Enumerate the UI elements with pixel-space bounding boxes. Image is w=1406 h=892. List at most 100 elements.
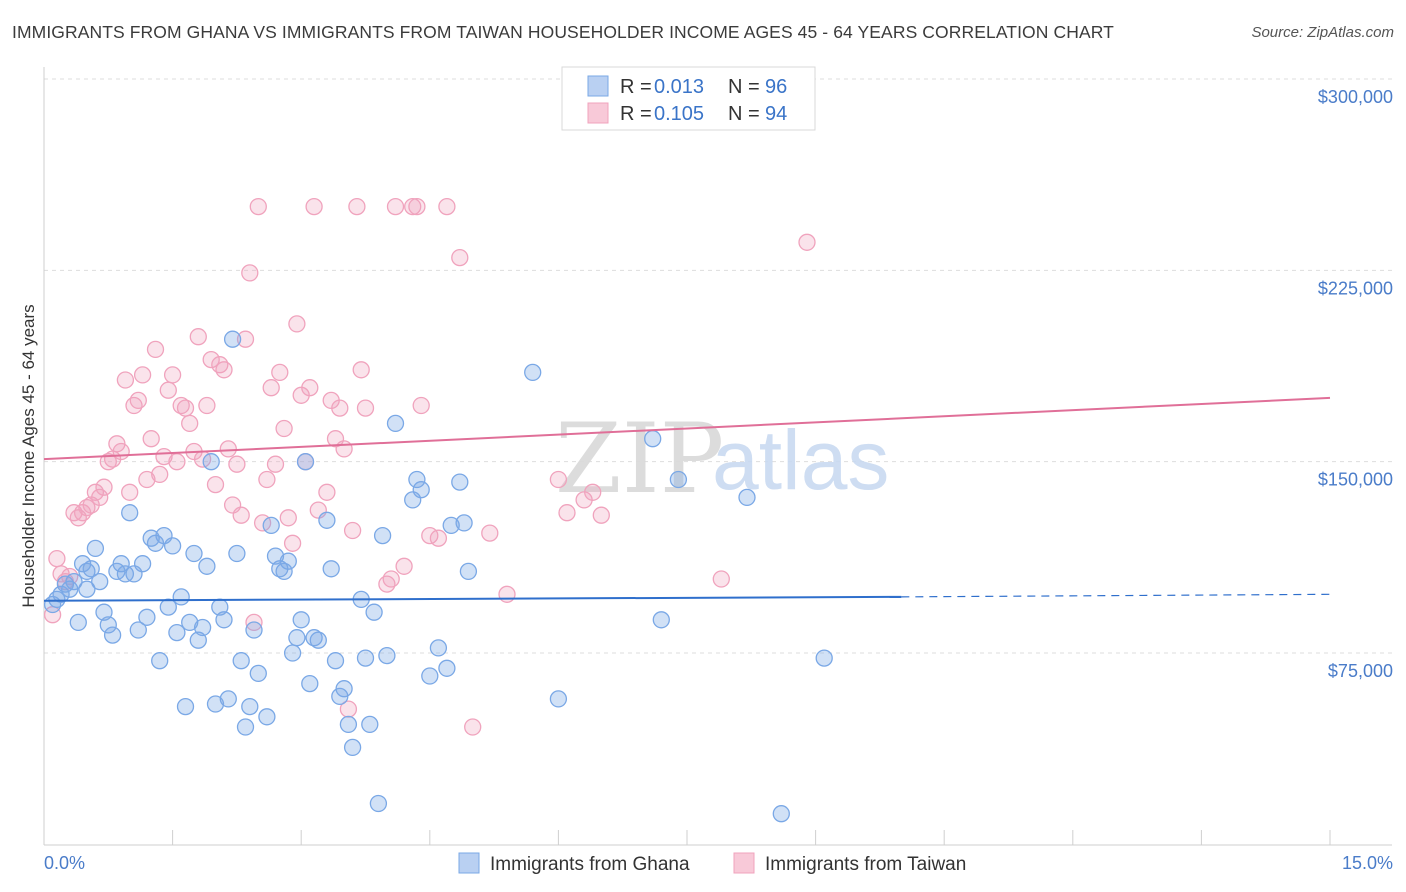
- ghana-point: [176, 697, 195, 716]
- ghana-point: [185, 544, 203, 563]
- ghana-point: [652, 611, 670, 629]
- taiwan-point: [592, 506, 610, 524]
- ghana-point: [335, 680, 353, 698]
- ghana-point: [365, 603, 383, 621]
- taiwan-point: [429, 529, 448, 547]
- bottom-legend: Immigrants from Ghana Immigrants from Ta…: [458, 852, 966, 875]
- legend-taiwan-n-label: N =: [728, 103, 760, 125]
- x-tick-label-min: 0.0%: [44, 853, 85, 873]
- ghana-trend-line-projection: [901, 593, 1331, 598]
- ghana-point: [52, 585, 70, 603]
- ghana-point: [292, 611, 310, 629]
- ghana-point: [249, 664, 267, 683]
- taiwan-point: [408, 197, 426, 216]
- taiwan-point: [142, 430, 160, 448]
- ghana-point: [279, 552, 297, 570]
- y-axis-label: Householder Income Ages 45 - 64 years: [19, 304, 38, 607]
- chart-title: IMMIGRANTS FROM GHANA VS IMMIGRANTS FROM…: [12, 22, 1114, 42]
- bottom-legend-ghana-label: Immigrants from Ghana: [490, 854, 690, 875]
- ghana-point: [202, 453, 220, 471]
- taiwan-point: [206, 475, 225, 494]
- taiwan-point: [249, 197, 267, 216]
- taiwan-point: [283, 534, 302, 552]
- taiwan-point: [712, 570, 730, 588]
- ghana-point: [99, 616, 117, 634]
- ghana-point: [65, 572, 83, 591]
- taiwan-point: [549, 470, 568, 489]
- ghana-point: [215, 611, 233, 629]
- ghana-point: [181, 613, 199, 632]
- ghana-point: [421, 667, 439, 685]
- x-axis-ticks: [43, 830, 1331, 845]
- ghana-point: [112, 555, 130, 573]
- y-tick-label-3: $300,000: [1318, 87, 1393, 107]
- ghana-point: [189, 631, 207, 649]
- taiwan-point: [112, 442, 130, 461]
- taiwan-point: [451, 248, 469, 267]
- y-tick-label-0: $75,000: [1328, 661, 1393, 681]
- ghana-point: [283, 644, 302, 662]
- taiwan-point: [558, 504, 576, 522]
- bottom-legend-taiwan-label: Immigrants from Taiwan: [765, 854, 966, 875]
- taiwan-point: [151, 465, 169, 484]
- taiwan-point: [343, 521, 362, 540]
- ghana-point: [669, 470, 688, 489]
- taiwan-point: [95, 478, 113, 496]
- taiwan-point: [176, 399, 195, 417]
- taiwan-point: [91, 488, 109, 507]
- legend-ghana-r-value: 0.013: [654, 76, 704, 98]
- taiwan-point: [438, 197, 456, 216]
- ghana-point: [232, 652, 250, 670]
- ghana-point: [103, 626, 122, 644]
- ghana-point: [815, 649, 833, 667]
- taiwan-point: [198, 396, 216, 415]
- ghana-point: [361, 715, 379, 734]
- ghana-point: [236, 718, 255, 736]
- watermark: ZIP atlas: [555, 403, 889, 515]
- taiwan-point: [258, 470, 276, 489]
- ghana-point: [206, 695, 225, 713]
- ghana-point: [121, 504, 139, 522]
- ghana-point: [296, 453, 315, 471]
- taiwan-point: [189, 328, 207, 346]
- bottom-legend-taiwan-swatch: [733, 852, 755, 874]
- ghana-point: [262, 516, 280, 535]
- ghana-point: [322, 560, 340, 578]
- ghana-point: [91, 572, 109, 591]
- ghana-point: [78, 562, 96, 581]
- legend-ghana-r-label: R =: [620, 76, 652, 98]
- ghana-point: [78, 580, 96, 598]
- legend-ghana-n-label: N =: [728, 76, 760, 98]
- ghana-point: [138, 608, 156, 626]
- ghana-point: [326, 652, 345, 670]
- bottom-legend-ghana-swatch: [458, 852, 480, 874]
- ghana-point: [163, 537, 182, 555]
- ghana-point: [455, 514, 473, 532]
- ghana-point: [198, 557, 216, 575]
- taiwan-point: [798, 233, 816, 251]
- ghana-point: [309, 631, 327, 649]
- taiwan-point: [262, 379, 280, 397]
- taiwan-point: [121, 483, 139, 501]
- taiwan-point: [395, 557, 413, 575]
- ghana-point: [429, 639, 448, 657]
- taiwan-point: [464, 718, 482, 736]
- gridlines: [44, 78, 1392, 654]
- taiwan-point: [275, 419, 293, 438]
- ghana-point: [524, 363, 542, 382]
- ghana-point: [228, 544, 246, 563]
- ghana-point: [86, 539, 105, 558]
- ghana-point: [172, 588, 190, 606]
- watermark-atlas: atlas: [712, 413, 889, 507]
- taiwan-point: [181, 414, 199, 433]
- ghana-point: [288, 629, 306, 647]
- ghana-point: [339, 715, 358, 734]
- taiwan-trend-line: [43, 396, 1331, 461]
- ghana-point: [451, 473, 469, 491]
- ghana-point: [738, 488, 756, 507]
- ghana-point: [151, 652, 169, 670]
- source-note: Source: ZipAtlas.com: [1251, 24, 1394, 41]
- taiwan-point: [116, 371, 135, 389]
- taiwan-point: [481, 524, 499, 542]
